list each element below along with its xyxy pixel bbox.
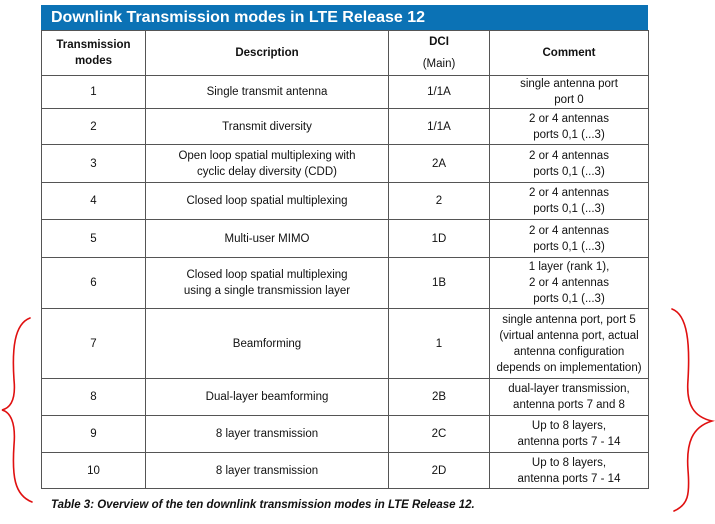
cell-dci: 2C xyxy=(388,415,490,453)
cell-description: Closed loop spatial multiplexing using a… xyxy=(145,257,389,309)
cell-description: Closed loop spatial multiplexing xyxy=(145,182,389,220)
right-brace-annotation xyxy=(671,308,715,512)
cell-description: Single transmit antenna xyxy=(145,75,389,109)
header-dci-label: DCI xyxy=(429,36,449,48)
cell-mode: 3 xyxy=(41,144,146,183)
cell-mode: 7 xyxy=(41,308,146,379)
cell-comment: dual-layer transmission, antenna ports 7… xyxy=(489,378,649,416)
cell-description: 8 layer transmission xyxy=(145,452,389,489)
cell-mode: 10 xyxy=(41,452,146,489)
cell-mode: 6 xyxy=(41,257,146,309)
table-row: 3 Open loop spatial multiplexing with cy… xyxy=(41,144,649,183)
header-comment: Comment xyxy=(489,30,649,76)
cell-description: Beamforming xyxy=(145,308,389,379)
cell-description: Transmit diversity xyxy=(145,108,389,145)
cell-dci: 1D xyxy=(388,219,490,258)
cell-description: Dual-layer beamforming xyxy=(145,378,389,416)
cell-description: Open loop spatial multiplexing with cycl… xyxy=(145,144,389,183)
cell-comment: 2 or 4 antennas ports 0,1 (...3) xyxy=(489,219,649,258)
cell-dci: 1/1A xyxy=(388,108,490,145)
header-description: Description xyxy=(145,30,389,76)
table-row: 10 8 layer transmission 2D Up to 8 layer… xyxy=(41,452,649,489)
cell-dci: 2A xyxy=(388,144,490,183)
cell-comment: 1 layer (rank 1), 2 or 4 antennas ports … xyxy=(489,257,649,309)
cell-mode: 5 xyxy=(41,219,146,258)
cell-mode: 4 xyxy=(41,182,146,220)
cell-mode: 2 xyxy=(41,108,146,145)
cell-dci: 1/1A xyxy=(388,75,490,109)
cell-dci: 2B xyxy=(388,378,490,416)
table-row: 5 Multi-user MIMO 1D 2 or 4 antennas por… xyxy=(41,219,649,258)
cell-comment: single antenna port port 0 xyxy=(489,75,649,109)
header-dci-sub: (Main) xyxy=(422,58,456,70)
cell-mode: 9 xyxy=(41,415,146,453)
left-brace-annotation xyxy=(1,317,33,503)
table-row: 7 Beamforming 1 single antenna port, por… xyxy=(41,308,649,379)
cell-dci: 1 xyxy=(388,308,490,379)
table-caption: Table 3: Overview of the ten downlink tr… xyxy=(51,499,475,511)
cell-description: Multi-user MIMO xyxy=(145,219,389,258)
cell-comment: 2 or 4 antennas ports 0,1 (...3) xyxy=(489,182,649,220)
cell-comment: Up to 8 layers, antenna ports 7 - 14 xyxy=(489,452,649,489)
cell-comment: 2 or 4 antennas ports 0,1 (...3) xyxy=(489,144,649,183)
cell-dci: 2 xyxy=(388,182,490,220)
cell-comment: Up to 8 layers, antenna ports 7 - 14 xyxy=(489,415,649,453)
table-header-row: Transmission modes Description DCI (Main… xyxy=(41,30,649,76)
table-row: 1 Single transmit antenna 1/1A single an… xyxy=(41,75,649,109)
table-title: Downlink Transmission modes in LTE Relea… xyxy=(41,5,648,30)
header-mode: Transmission modes xyxy=(41,30,146,76)
cell-mode: 1 xyxy=(41,75,146,109)
cell-dci: 2D xyxy=(388,452,490,489)
table-row: 8 Dual-layer beamforming 2B dual-layer t… xyxy=(41,378,649,416)
table-row: 4 Closed loop spatial multiplexing 2 2 o… xyxy=(41,182,649,220)
cell-comment: single antenna port, port 5 (virtual ant… xyxy=(489,308,649,379)
table-row: 6 Closed loop spatial multiplexing using… xyxy=(41,257,649,309)
table-row: 2 Transmit diversity 1/1A 2 or 4 antenna… xyxy=(41,108,649,145)
transmission-modes-table: Transmission modes Description DCI (Main… xyxy=(41,30,649,489)
cell-description: 8 layer transmission xyxy=(145,415,389,453)
cell-mode: 8 xyxy=(41,378,146,416)
cell-comment: 2 or 4 antennas ports 0,1 (...3) xyxy=(489,108,649,145)
table-row: 9 8 layer transmission 2C Up to 8 layers… xyxy=(41,415,649,453)
header-dci: DCI (Main) xyxy=(388,30,490,76)
cell-dci: 1B xyxy=(388,257,490,309)
